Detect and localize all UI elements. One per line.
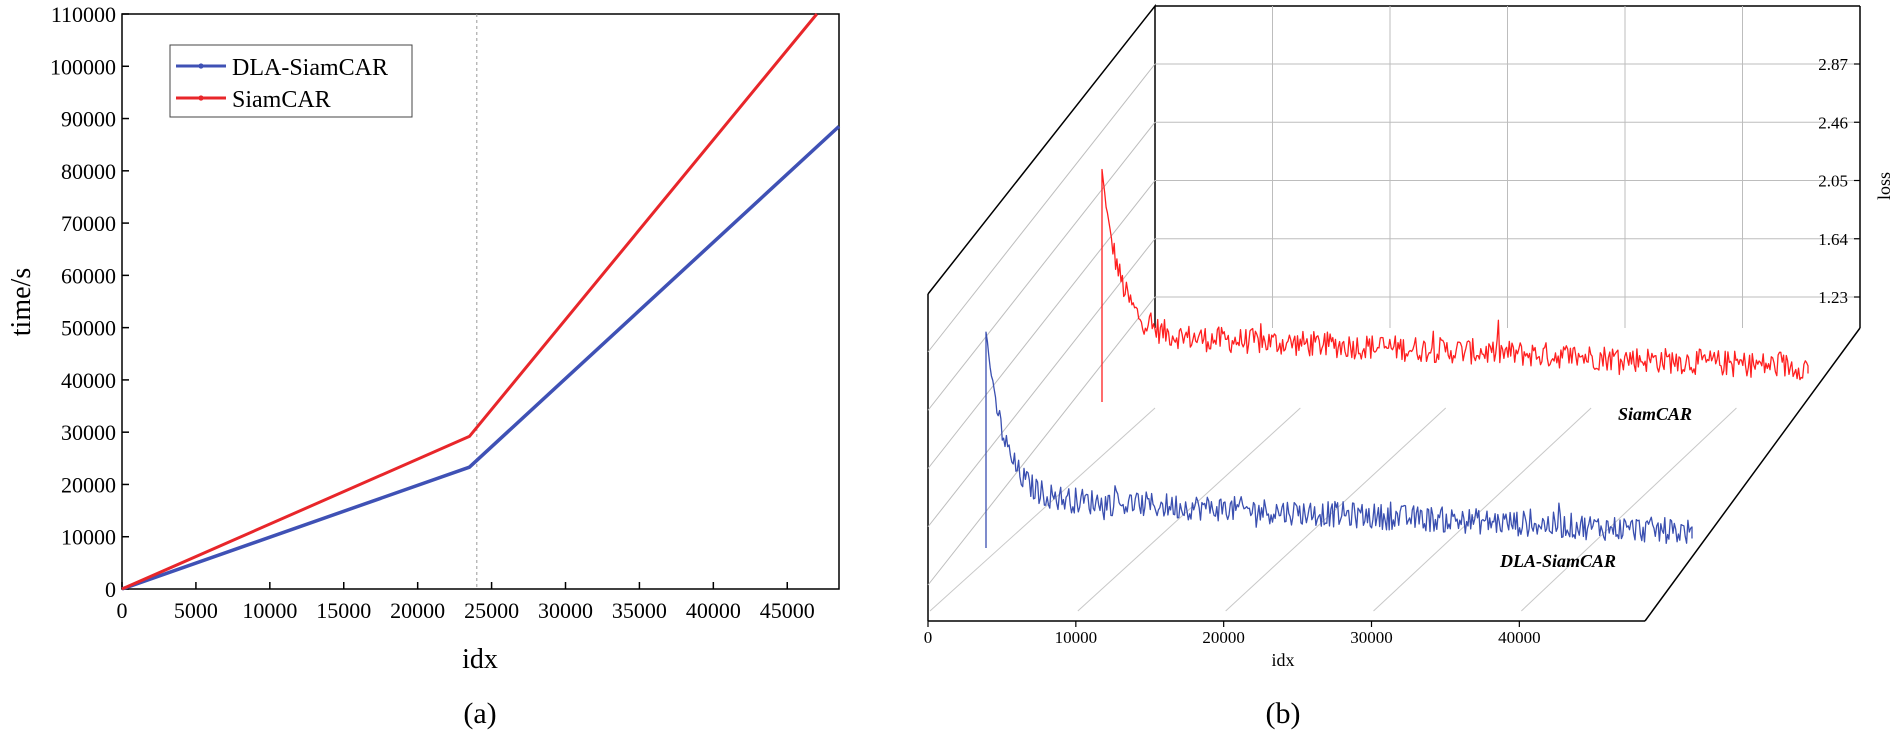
x-tick-label: 0 [117,598,128,623]
x-tick-label-b: 20000 [1202,628,1245,647]
side-wall-grid [927,296,1156,586]
floor-right-edge [1644,327,1861,622]
floor-grid-line [1225,407,1447,612]
y-tick-label: 30000 [61,420,116,445]
y-tick-label: 0 [105,577,116,602]
legend-a: DLA-SiamCAR SiamCAR [169,44,413,118]
y-axis-ticks-a: 0 10000 20000 30000 40000 50000 60000 70000 8000… [50,2,129,602]
legend-box [169,44,413,118]
x-tick-label: 25000 [464,598,519,623]
y-tick-label: 60000 [61,263,116,288]
legend-label-siam: SiamCAR [232,87,331,113]
y-tick-label: 80000 [61,159,116,184]
plot-area-a [121,13,840,590]
z-axis-label-b: loss [1874,172,1894,200]
series-line-dla-siamcar [121,125,841,591]
x-tick-label: 5000 [174,598,218,623]
x-axis-label-b: idx [1271,650,1294,670]
series-label-dla: DLA-SiamCAR [1499,551,1616,571]
x-tick-label: 35000 [612,598,667,623]
x-tick-label-b: 40000 [1498,628,1541,647]
series-label-siamcar: SiamCAR [1618,404,1692,424]
floor-grid-line [1373,407,1592,612]
y-tick-label: 20000 [61,472,116,497]
series-group-b [985,168,1809,548]
x-axis-ticks-b: 0 10000 20000 30000 40000 [924,621,1541,647]
panel-label-b: (b) [1266,697,1301,730]
z-tick-label: 1.64 [1818,230,1848,249]
series-trace-dla-siamcar [985,331,1693,548]
x-tick-label-b: 10000 [1055,628,1098,647]
legend-marker-siam [198,95,204,101]
z-tick-label: 2.05 [1818,172,1848,191]
x-axis-ticks-a: 0 5000 10000 15000 20000 25000 30000 35000 40000… [117,582,815,623]
x-tick-label-b: 0 [924,628,933,647]
wall-grid [927,6,1860,586]
series-group-a [121,13,841,591]
x-tick-label: 20000 [390,598,445,623]
side-wall-grid [927,238,1156,528]
x-tick-label: 30000 [538,598,593,623]
y-tick-label: 90000 [61,107,116,132]
y-tick-label: 110000 [51,2,116,27]
x-tick-label: 40000 [686,598,741,623]
z-tick-label: 2.46 [1818,113,1848,132]
x-axis-label-a: idx [462,644,498,675]
side-wall-grid [927,180,1156,469]
x-tick-label: 10000 [242,598,297,623]
x-tick-label: 15000 [316,598,371,623]
x-tick-label: 45000 [760,598,815,623]
series-trace-siamcar [1101,168,1809,402]
z-tick-label: 2.87 [1818,55,1848,74]
series-line-siamcar [121,13,818,591]
side-wall-grid [927,63,1156,353]
floor-grid-line [929,407,1156,612]
floor-grid-line [1520,407,1737,612]
frame-3d [927,3,1861,622]
legend-label-dla: DLA-SiamCAR [232,55,388,81]
floor-grid-line [1077,407,1301,612]
y-tick-label: 40000 [61,368,116,393]
legend-marker-dla [198,63,204,69]
floor-grid [929,407,1737,612]
side-wall-grid [927,121,1156,411]
panel-label-a: (a) [463,697,496,730]
y-tick-label: 10000 [61,525,116,550]
z-tick-label: 1.23 [1818,288,1848,307]
z-axis-ticks: 1.23 1.64 2.05 2.46 2.87 [1818,55,1860,307]
waterfall-chart-b: 1.23 1.64 2.05 2.46 2.87 0 10000 20000 30000 400… [924,3,1894,730]
y-tick-label: 50000 [61,316,116,341]
x-tick-label-b: 30000 [1350,628,1393,647]
y-tick-label: 70000 [61,211,116,236]
line-chart-a: 0 5000 10000 15000 20000 25000 30000 35000 40000… [6,2,841,730]
y-axis-label-a: time/s [6,268,37,336]
y-tick-label: 100000 [50,54,116,79]
